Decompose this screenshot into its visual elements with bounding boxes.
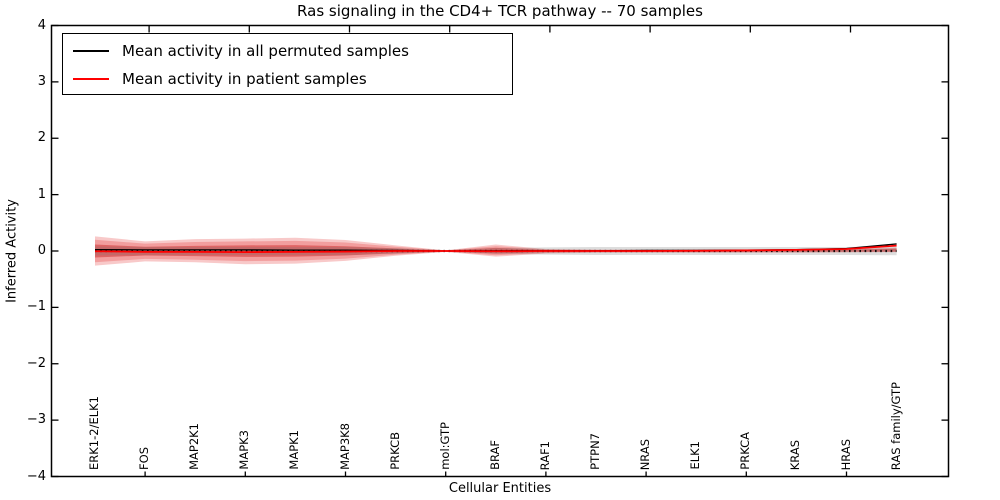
legend-line-patient [73, 78, 109, 80]
x-tick-label: HRAS [838, 438, 853, 470]
legend: Mean activity in all permuted samples Me… [62, 33, 513, 95]
legend-entry-patient: Mean activity in patient samples [63, 65, 367, 93]
y-tick-label: −1 [26, 299, 46, 315]
x-tick-label: MAPK1 [287, 430, 302, 470]
y-tick-label: −3 [26, 412, 46, 428]
x-tick-label: ELK1 [688, 441, 703, 470]
x-tick-label: RAS family/GTP [888, 381, 903, 470]
legend-label-patient: Mean activity in patient samples [122, 70, 367, 88]
y-tick-label: 0 [37, 243, 46, 258]
x-axis-label: Cellular Entities [448, 481, 552, 496]
x-tick-label: RAF1 [537, 440, 552, 470]
patient-mean-line [94, 244, 897, 254]
x-tick-label: KRAS [788, 439, 803, 470]
x-tick-label: MAP2K1 [187, 423, 202, 470]
x-tick-label: mol:GTP [437, 422, 452, 470]
x-tick-label: PRKCA [738, 432, 753, 470]
x-tick-label: BRAF [487, 440, 502, 470]
chart-title: Ras signaling in the CD4+ TCR pathway --… [297, 2, 703, 20]
y-tick-label: 2 [37, 130, 46, 146]
x-tick-label: PTPN7 [588, 433, 602, 470]
y-tick-label: 4 [37, 17, 46, 33]
x-tick-label: MAPK3 [237, 430, 252, 470]
x-tick-label: NRAS [638, 438, 653, 470]
legend-entry-permuted: Mean activity in all permuted samples [63, 37, 409, 65]
x-tick-label: ERK1-2/ELK1 [87, 396, 101, 470]
y-tick-label: −2 [26, 355, 46, 371]
y-tick-label: 3 [37, 73, 46, 89]
x-tick-label: FOS [137, 447, 152, 470]
legend-label-permuted: Mean activity in all permuted samples [122, 42, 409, 60]
x-tick-label: MAP3K8 [337, 423, 352, 470]
y-tick-label: −4 [26, 468, 46, 484]
y-tick-label: 1 [37, 186, 46, 202]
x-tick-label: PRKCB [387, 432, 402, 470]
legend-line-permuted [73, 50, 109, 52]
